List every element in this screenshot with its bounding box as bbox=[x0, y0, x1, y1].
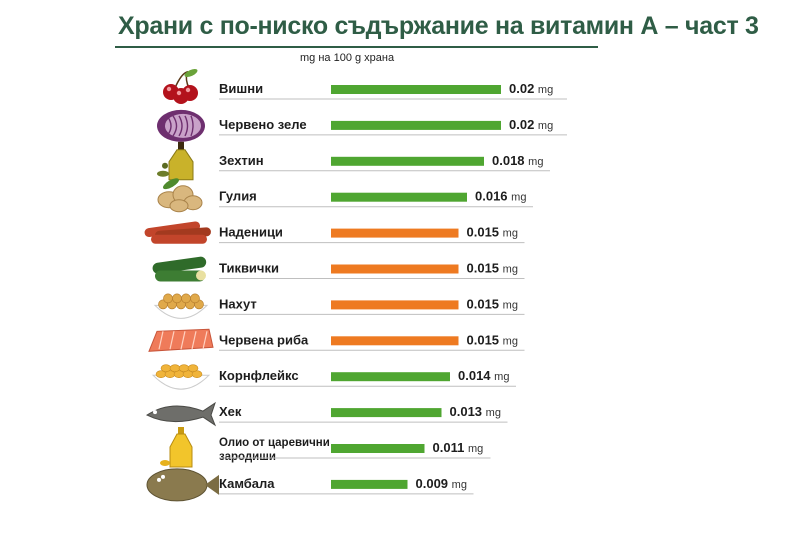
value-label: 0.014 mg bbox=[458, 368, 509, 383]
value-unit: mg bbox=[538, 120, 553, 132]
value-label: 0.015 mg bbox=[467, 225, 518, 240]
value-unit: mg bbox=[452, 479, 467, 491]
value-unit: mg bbox=[468, 443, 483, 455]
chickpeas-bowl-icon bbox=[153, 293, 209, 319]
title-divider bbox=[115, 46, 598, 48]
category-label: Червено зеле bbox=[219, 117, 307, 132]
zucchini-icon bbox=[152, 256, 207, 282]
category-label: зародиши bbox=[219, 451, 276, 463]
category-label: Наденици bbox=[219, 225, 283, 240]
value-label: 0.02 mg bbox=[509, 81, 553, 96]
value-label: 0.015 mg bbox=[467, 332, 518, 347]
value-label: 0.015 mg bbox=[467, 261, 518, 276]
unit-note: mg на 100 g храна bbox=[300, 52, 395, 64]
bar bbox=[331, 336, 459, 346]
bar bbox=[331, 192, 467, 202]
value-label: 0.011 mg bbox=[433, 440, 484, 455]
bar bbox=[331, 228, 459, 238]
category-label: Червена риба bbox=[219, 332, 309, 347]
category-label: Тиквички bbox=[219, 261, 279, 276]
bar bbox=[331, 479, 408, 489]
hake-fish-icon bbox=[146, 401, 217, 427]
bar bbox=[331, 444, 425, 453]
bar bbox=[331, 156, 484, 166]
salmon-fillet-icon bbox=[148, 328, 214, 352]
bar bbox=[331, 408, 442, 418]
jerusalem-artichoke-icon bbox=[157, 178, 203, 213]
value-unit: mg bbox=[528, 156, 543, 168]
bar bbox=[331, 85, 501, 94]
corn-oil-bottle-icon bbox=[160, 427, 193, 468]
page-title: Храни с по-ниско съдържание на витамин А… bbox=[118, 12, 759, 40]
value-unit: mg bbox=[503, 228, 518, 240]
olive-oil-bottle-icon bbox=[157, 141, 194, 181]
value-unit: mg bbox=[503, 264, 518, 276]
category-label: Олио от царевични bbox=[219, 437, 330, 449]
category-label: Камбала bbox=[219, 476, 275, 491]
bar bbox=[331, 264, 459, 274]
bar bbox=[331, 372, 450, 382]
value-label: 0.009 mg bbox=[416, 476, 467, 491]
value-label: 0.02 mg bbox=[509, 117, 553, 132]
value-unit: mg bbox=[503, 299, 518, 311]
bar bbox=[331, 120, 501, 130]
value-unit: mg bbox=[511, 192, 526, 204]
bar bbox=[331, 300, 459, 310]
red-cabbage-icon bbox=[157, 109, 205, 142]
category-label: Хек bbox=[219, 404, 242, 419]
value-unit: mg bbox=[494, 371, 509, 383]
value-label: 0.015 mg bbox=[467, 296, 518, 311]
cornflakes-bowl-icon bbox=[151, 364, 211, 390]
value-unit: mg bbox=[538, 84, 553, 96]
value-unit: mg bbox=[486, 407, 501, 419]
category-label: Нахут bbox=[219, 296, 257, 311]
cherries-icon bbox=[163, 68, 198, 104]
value-label: 0.018 mg bbox=[492, 153, 543, 168]
value-unit: mg bbox=[503, 335, 518, 347]
category-label: Корнфлейкс bbox=[219, 368, 299, 383]
value-label: 0.016 mg bbox=[475, 189, 526, 204]
sausages-icon bbox=[144, 221, 211, 244]
category-label: Гулия bbox=[219, 189, 257, 204]
flounder-fish-icon bbox=[146, 468, 219, 502]
category-label: Вишни bbox=[219, 81, 263, 96]
category-label: Зехтин bbox=[219, 153, 264, 168]
value-label: 0.013 mg bbox=[450, 404, 501, 419]
